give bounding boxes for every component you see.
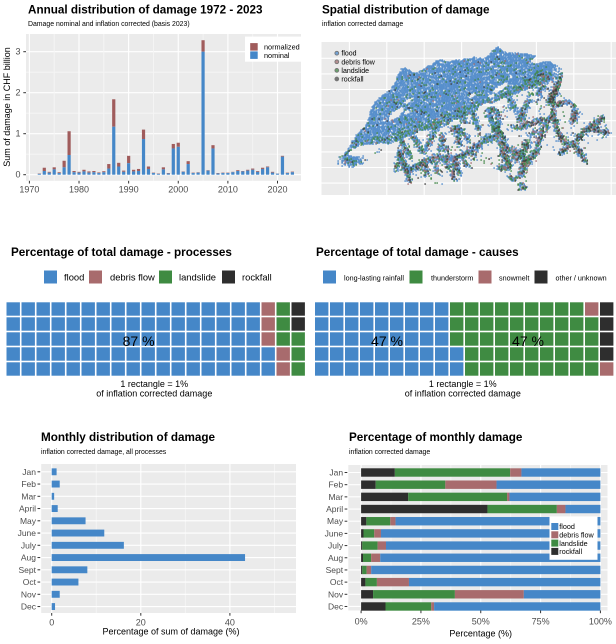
svg-text:landslide: landslide	[559, 539, 587, 548]
svg-text:2010: 2010	[218, 185, 238, 195]
svg-text:April: April	[19, 504, 36, 514]
svg-text:Aug: Aug	[328, 553, 343, 563]
svg-text:Oct: Oct	[23, 577, 37, 587]
svg-text:1990: 1990	[119, 185, 139, 195]
svg-text:Percentage of sum of damage (%: Percentage of sum of damage (%)	[102, 626, 239, 636]
svg-text:debris flow: debris flow	[110, 272, 155, 283]
svg-text:Annual distribution of damage: Annual distribution of damage 1972 - 202…	[28, 4, 263, 17]
svg-text:of inflation corrected damage: of inflation corrected damage	[96, 388, 212, 398]
svg-text:50%: 50%	[472, 617, 490, 627]
svg-text:Nov: Nov	[328, 589, 344, 599]
svg-text:May: May	[327, 516, 344, 526]
svg-text:debris flow: debris flow	[341, 59, 375, 66]
svg-text:Jan: Jan	[22, 467, 36, 477]
svg-text:Percentage of total damage - p: Percentage of total damage - processes	[11, 246, 232, 259]
svg-text:Oct: Oct	[330, 577, 344, 587]
svg-text:Mar: Mar	[21, 491, 36, 501]
svg-text:of inflation corrected damage: of inflation corrected damage	[405, 388, 521, 398]
svg-text:2000: 2000	[168, 185, 188, 195]
svg-text:Percentage of total damage - c: Percentage of total damage - causes	[316, 246, 519, 259]
svg-text:Percentage (%): Percentage (%)	[449, 628, 512, 638]
svg-text:rockfall: rockfall	[341, 77, 364, 84]
svg-text:Monthly distribution of damage: Monthly distribution of damage	[41, 431, 216, 444]
svg-text:long-lasting rainfall: long-lasting rainfall	[344, 273, 404, 282]
svg-text:other / unknown: other / unknown	[556, 273, 607, 282]
svg-text:rockfall: rockfall	[242, 272, 272, 283]
svg-text:Feb: Feb	[328, 480, 343, 490]
svg-text:25%: 25%	[412, 617, 430, 627]
svg-text:75%: 75%	[532, 617, 550, 627]
svg-text:1970: 1970	[19, 185, 39, 195]
svg-text:2: 2	[15, 88, 20, 98]
svg-text:Dec: Dec	[21, 602, 37, 612]
svg-text:July: July	[21, 540, 37, 550]
svg-text:flood: flood	[64, 272, 84, 283]
svg-text:landslide: landslide	[179, 272, 216, 283]
svg-text:Mar: Mar	[328, 492, 343, 502]
svg-text:flood: flood	[341, 51, 356, 58]
svg-text:May: May	[20, 516, 37, 526]
svg-text:inflation corrected damage: inflation corrected damage	[322, 21, 403, 28]
svg-text:debris flow: debris flow	[559, 531, 594, 540]
svg-text:normalized: normalized	[264, 43, 300, 52]
svg-text:Spatial distribution of damage: Spatial distribution of damage	[322, 4, 490, 17]
svg-text:Damage nominal and inflation c: Damage nominal and inflation corrected (…	[28, 21, 190, 28]
svg-text:87 %: 87 %	[123, 333, 155, 349]
svg-text:June: June	[325, 528, 344, 538]
svg-text:3: 3	[15, 47, 20, 57]
svg-text:April: April	[326, 504, 343, 514]
svg-text:20: 20	[136, 618, 146, 628]
svg-text:1 rectangle = 1%: 1 rectangle = 1%	[429, 379, 497, 389]
svg-text:nominal: nominal	[264, 51, 290, 60]
svg-text:Dec: Dec	[328, 602, 344, 612]
svg-text:100%: 100%	[589, 617, 612, 627]
svg-text:47 %: 47 %	[371, 333, 403, 349]
svg-text:1980: 1980	[69, 185, 89, 195]
svg-text:0%: 0%	[355, 617, 368, 627]
svg-text:rockfall: rockfall	[559, 547, 582, 556]
svg-text:47 %: 47 %	[512, 333, 544, 349]
svg-text:inflation corrected damage, al: inflation corrected damage, all processe…	[41, 449, 167, 456]
svg-text:2020: 2020	[267, 185, 287, 195]
svg-text:inflation corrected damage: inflation corrected damage	[349, 449, 430, 456]
svg-text:1 rectangle = 1%: 1 rectangle = 1%	[120, 379, 188, 389]
svg-text:flood: flood	[559, 522, 575, 531]
svg-text:snowmelt: snowmelt	[499, 273, 529, 282]
svg-text:40: 40	[225, 618, 235, 628]
svg-text:1: 1	[15, 129, 20, 139]
svg-text:Percentage of monthly damage: Percentage of monthly damage	[349, 431, 523, 444]
svg-text:0: 0	[49, 618, 54, 628]
svg-text:Nov: Nov	[21, 589, 37, 599]
svg-text:landslide: landslide	[341, 68, 369, 75]
svg-text:thunderstorm: thunderstorm	[431, 273, 473, 282]
svg-text:June: June	[18, 528, 37, 538]
svg-text:Sum of damage in CHF billion: Sum of damage in CHF billion	[2, 47, 12, 167]
svg-text:Sept: Sept	[326, 565, 344, 575]
svg-text:Feb: Feb	[21, 479, 36, 489]
svg-text:0: 0	[15, 170, 20, 180]
svg-text:July: July	[328, 541, 344, 551]
svg-text:Aug: Aug	[21, 553, 36, 563]
svg-text:Jan: Jan	[329, 468, 343, 478]
svg-text:Sept: Sept	[19, 565, 37, 575]
